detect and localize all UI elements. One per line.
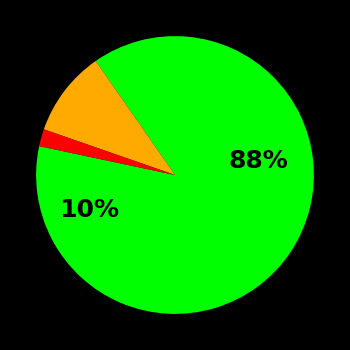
Text: 88%: 88% [229,149,288,173]
Wedge shape [36,36,314,314]
Text: 10%: 10% [59,198,119,222]
Wedge shape [44,61,175,175]
Wedge shape [39,129,175,175]
